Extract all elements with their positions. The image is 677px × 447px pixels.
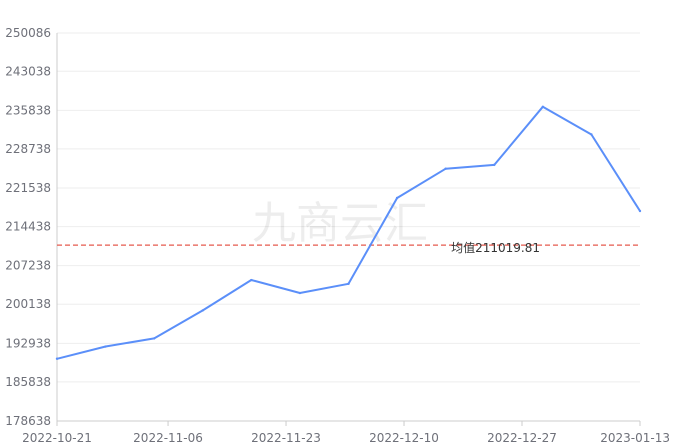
y-tick-label: 228738 [5,142,51,156]
x-tick-label: 2023-01-13 [600,431,670,445]
y-tick-label: 221538 [5,181,51,195]
x-tick-label: 2022-12-10 [369,431,439,445]
y-tick-label: 250086 [5,26,51,40]
data-point [152,337,156,340]
x-tick-label: 2022-11-06 [133,431,203,445]
y-axis-ticks: 178638 185838 192938 200138 207238 214438 2215… [5,26,51,428]
x-tick-label: 2022-11-23 [251,431,321,445]
data-point [444,167,447,170]
y-tick-label: 185838 [5,375,51,389]
data-points [55,105,642,360]
watermark: 九商云汇 [252,198,428,249]
x-tick-label: 2022-10-21 [22,431,92,445]
x-tick-label: 2022-12-27 [487,431,557,445]
y-tick-label: 235838 [5,103,51,117]
y-tick-label: 192938 [5,336,51,350]
y-tick-label: 200138 [5,297,51,311]
y-tick-label: 243038 [5,64,51,78]
data-point [55,357,59,360]
data-point [638,209,642,213]
data-point [590,133,593,136]
data-point [347,282,350,286]
data-point [541,105,545,108]
y-tick-label: 207238 [5,259,51,273]
data-point [201,309,204,312]
data-point [298,291,302,295]
data-point [493,163,496,167]
grid-lines [56,32,640,422]
x-axis-ticks: 2022-10-21 2022-11-06 2022-11-23 2022-12-10… [22,421,670,445]
data-point [104,345,107,348]
y-tick-label: 178638 [5,414,51,428]
data-point [250,278,253,282]
y-tick-label: 214438 [5,220,51,234]
data-point [395,196,399,200]
average-label: 均值211019.81 [451,240,540,255]
